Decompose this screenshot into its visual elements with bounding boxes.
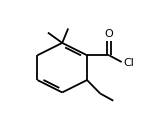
Text: O: O — [105, 29, 113, 39]
Text: Cl: Cl — [123, 57, 134, 68]
